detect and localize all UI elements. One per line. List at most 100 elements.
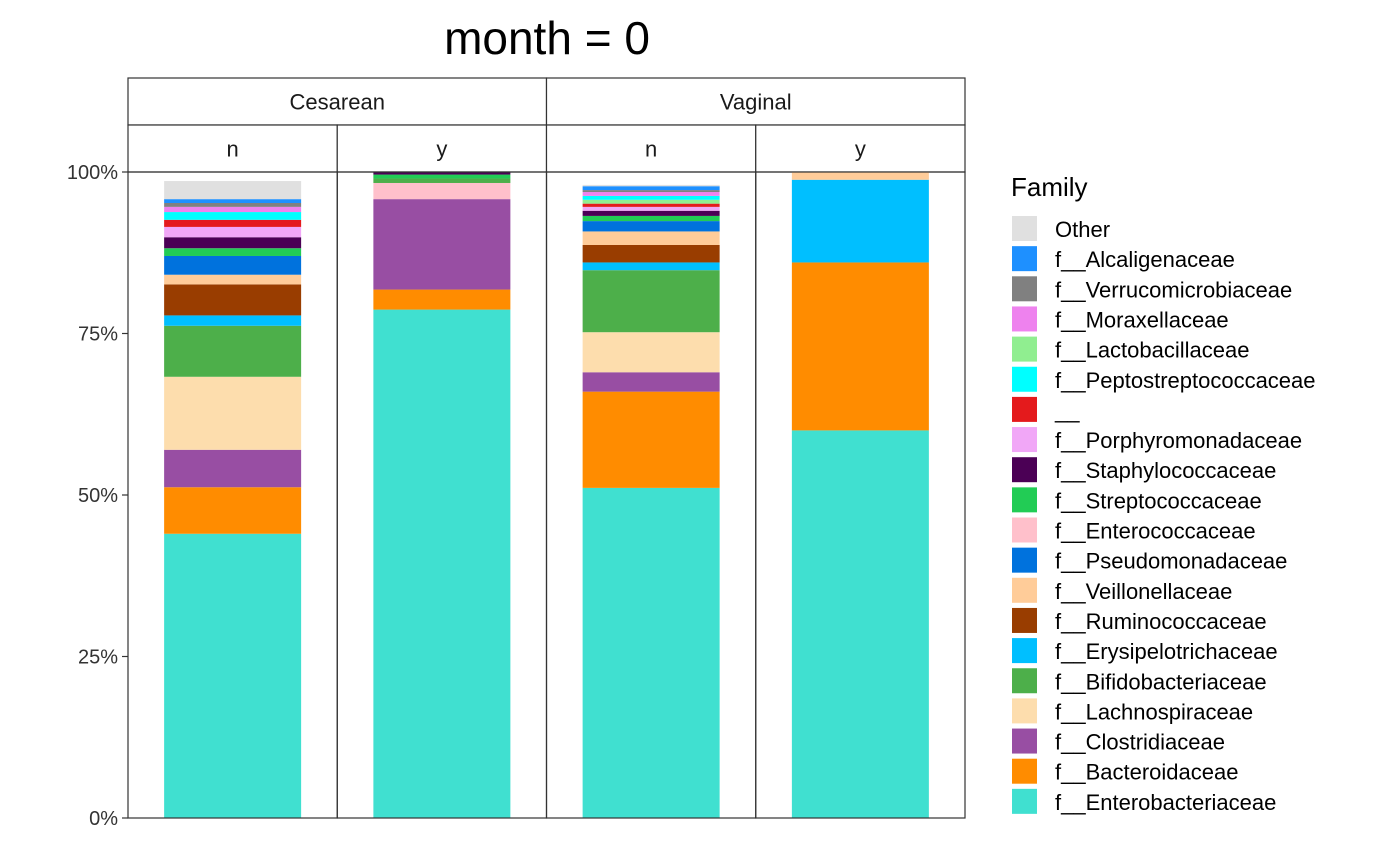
legend-key — [1012, 427, 1037, 453]
panel-cesarean-y — [336, 171, 548, 819]
legend-title: Family — [1011, 172, 1088, 202]
legend-item: f__Staphylococcaceae — [1012, 457, 1276, 483]
bar-segment — [164, 219, 302, 227]
y-axis: 0% 25% 50% 75% 100% — [67, 162, 128, 830]
bar-segment — [373, 182, 511, 200]
bar-segment — [164, 274, 302, 285]
panel-border — [755, 171, 966, 819]
facet-strip-label: Cesarean — [290, 90, 385, 115]
facet-substrip — [755, 124, 966, 173]
legend-key — [1012, 638, 1037, 664]
legend-label: f__Bifidobacteriaceae — [1055, 669, 1267, 694]
legend-item: f__Moraxellaceae — [1012, 306, 1229, 332]
bar-segment — [373, 199, 511, 290]
bar-segment — [164, 181, 302, 200]
legend-item: f__Porphyromonadaceae — [1012, 427, 1302, 453]
facet-substrip — [336, 124, 548, 173]
bar-segment — [164, 325, 302, 377]
bar-segment — [582, 199, 720, 204]
bar-segment — [791, 262, 929, 431]
bar-segment — [582, 262, 720, 271]
legend-key — [1012, 396, 1037, 422]
bar-segment — [164, 237, 302, 249]
legend-item: f__Peptostreptococcaceae — [1012, 366, 1316, 393]
legend-key — [1012, 336, 1037, 362]
legend-item: f__Ruminococcaceae — [1012, 607, 1267, 634]
facet-substrip-label: n — [227, 137, 239, 162]
legend-label: f__Bacteroidaceae — [1055, 760, 1238, 785]
bar-segment — [164, 206, 302, 213]
bar-segment — [373, 172, 511, 175]
bar-segment — [582, 192, 720, 196]
legend-label: f__Moraxellaceae — [1055, 307, 1229, 332]
bar-segment — [582, 210, 720, 216]
y-tick-label: 75% — [78, 324, 118, 346]
legend-key — [1012, 758, 1037, 784]
bar-segment — [582, 215, 720, 222]
legend-item: f__Alcaligenaceae — [1012, 246, 1235, 272]
bar-segment — [791, 172, 929, 180]
bar-segment — [373, 309, 511, 818]
legend-item: Other — [1012, 216, 1110, 242]
legend-item: f__Erysipelotrichaceae — [1012, 638, 1278, 664]
legend-item: f__Clostridiaceae — [1012, 728, 1225, 755]
legend-key — [1012, 457, 1037, 483]
y-tick-label: 100% — [67, 162, 118, 184]
legend-key — [1012, 276, 1037, 302]
bar-segment — [164, 226, 302, 238]
legend-item: f__Enterobacteriaceae — [1012, 788, 1276, 815]
bar-segment — [582, 221, 720, 232]
facet-strip-vaginal — [545, 77, 966, 126]
legend-key — [1012, 728, 1037, 754]
legend: Family Other f__Alcaligenaceae f__Verrucom… — [1011, 172, 1316, 815]
legend-item: f__Verrucomicrobiaceae — [1012, 276, 1292, 302]
bar-segment — [582, 190, 720, 193]
y-tick-label: 0% — [89, 808, 118, 830]
legend-item: f__Enterococcaceae — [1012, 517, 1256, 544]
legend-label: f__Peptostreptococcaceae — [1055, 368, 1316, 393]
legend-item: f__Lactobacillaceae — [1012, 336, 1249, 363]
chart-title: month = 0 — [444, 12, 650, 64]
bar-segment — [582, 270, 720, 333]
legend-label: f__Lactobacillaceae — [1055, 338, 1249, 363]
legend-label: f__Enterococcaceae — [1055, 519, 1256, 544]
legend-label: f__Clostridiaceae — [1055, 730, 1225, 755]
legend-key — [1012, 547, 1037, 573]
bar-segment — [164, 284, 302, 316]
bar-segment — [164, 487, 302, 534]
legend-key — [1012, 668, 1037, 694]
legend-key — [1012, 788, 1037, 814]
legend-label: f__Alcaligenaceae — [1055, 247, 1235, 272]
facet-substrip-label: n — [645, 137, 657, 162]
bar-segment — [373, 174, 511, 179]
bar-segment — [164, 255, 302, 275]
legend-key — [1012, 216, 1037, 241]
legend-key — [1012, 306, 1037, 332]
bar-segment — [164, 203, 302, 207]
legend-item: f__Lachnospiraceae — [1012, 698, 1253, 724]
panel-vaginal-y — [755, 171, 966, 819]
legend-label: f__Verrucomicrobiaceae — [1055, 277, 1292, 302]
bar-segment — [582, 391, 720, 488]
legend-label: Other — [1055, 217, 1110, 242]
bar-segment — [164, 248, 302, 256]
legend-label: f__Veillonellaceae — [1055, 579, 1232, 604]
legend-key — [1012, 366, 1037, 392]
legend-item: f__Streptococcaceae — [1012, 487, 1262, 513]
facet-strip-label: Vaginal — [720, 90, 792, 115]
facet-strips: Cesarean n y Vaginal n y — [127, 77, 966, 173]
panel-cesarean-n — [127, 171, 338, 819]
legend-key — [1012, 246, 1037, 272]
bar-segment — [582, 195, 720, 200]
legend-label: f__Staphylococcaceae — [1055, 458, 1276, 483]
bar-segment — [582, 244, 720, 263]
legend-label: f__Porphyromonadaceae — [1055, 428, 1302, 453]
bar-segment — [582, 487, 720, 818]
bar-segment — [373, 289, 511, 310]
legend-item: __ — [1012, 396, 1080, 423]
legend-items: Other f__Alcaligenaceae f__Verrucomicrobia… — [1012, 216, 1316, 815]
legend-key — [1012, 487, 1037, 513]
bar-segment — [164, 376, 302, 450]
bar-segment — [582, 203, 720, 207]
